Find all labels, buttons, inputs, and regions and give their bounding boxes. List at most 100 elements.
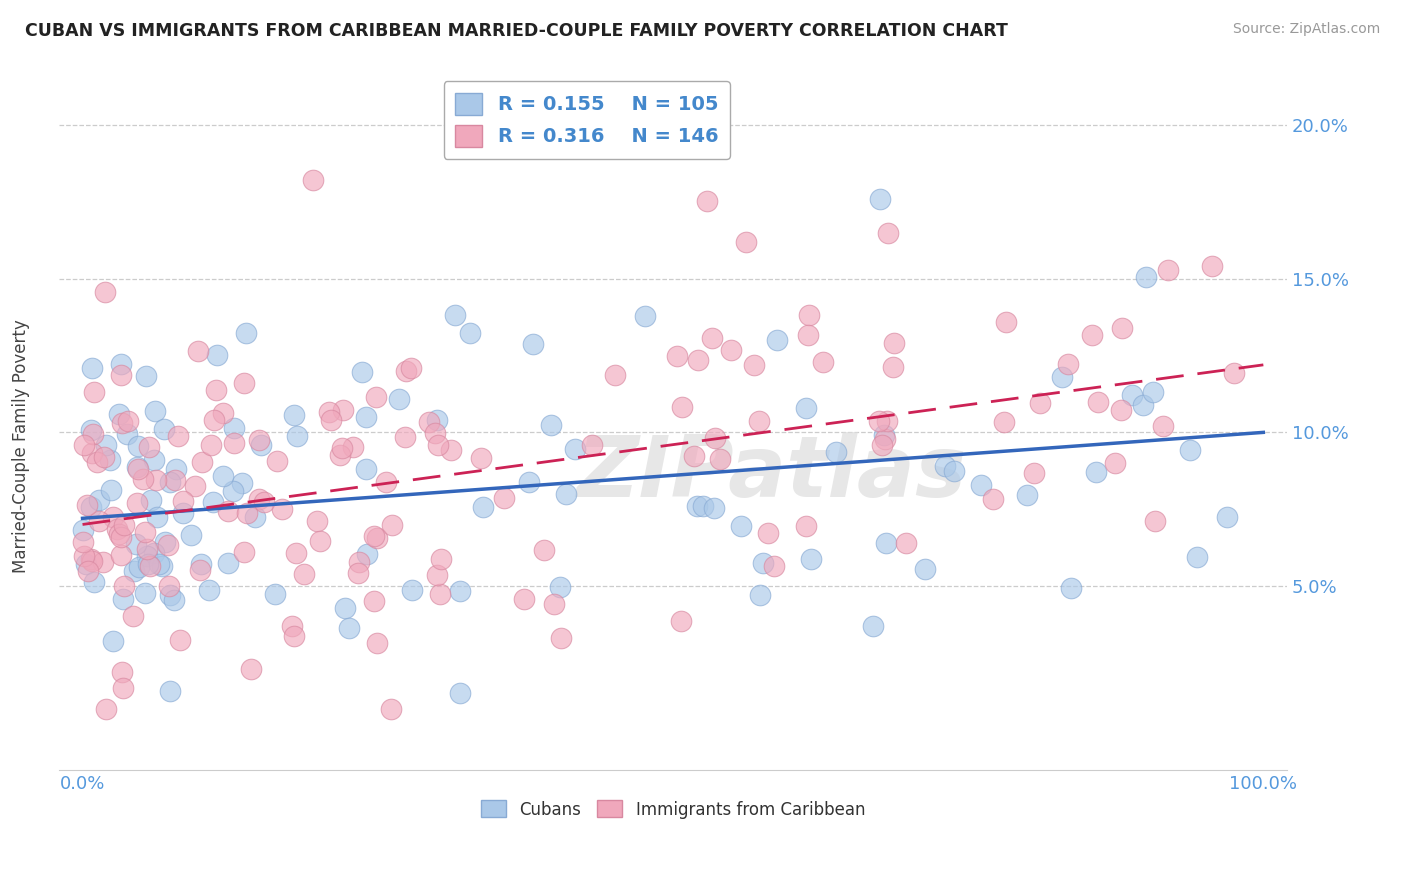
Point <box>1017 488 1039 502</box>
Point <box>426 412 449 426</box>
Point <box>332 402 354 417</box>
Point <box>115 426 138 441</box>
Point <box>522 337 544 351</box>
Point <box>100 483 122 497</box>
Point <box>401 582 423 597</box>
Point <box>204 383 226 397</box>
Point <box>730 519 752 533</box>
Point <box>366 531 388 545</box>
Point <box>111 416 134 430</box>
Point <box>914 562 936 576</box>
Point <box>1142 385 1164 400</box>
Point <box>112 518 135 533</box>
Point <box>470 450 492 465</box>
Point <box>1060 581 1083 595</box>
Point <box>540 418 562 433</box>
Point <box>363 594 385 608</box>
Point <box>555 487 578 501</box>
Point <box>449 583 471 598</box>
Point <box>139 493 162 508</box>
Point <box>302 173 325 187</box>
Point <box>981 491 1004 506</box>
Point <box>333 601 356 615</box>
Point <box>110 357 132 371</box>
Text: CUBAN VS IMMIGRANTS FROM CARIBBEAN MARRIED-COUPLE FAMILY POVERTY CORRELATION CHA: CUBAN VS IMMIGRANTS FROM CARIBBEAN MARRI… <box>25 22 1008 40</box>
Point <box>533 543 555 558</box>
Point <box>111 681 134 695</box>
Point <box>1111 321 1133 335</box>
Point <box>380 701 402 715</box>
Point <box>172 494 194 508</box>
Point <box>800 552 823 566</box>
Point <box>163 593 186 607</box>
Point <box>1178 442 1201 457</box>
Point <box>231 476 253 491</box>
Point <box>443 309 465 323</box>
Point <box>426 438 449 452</box>
Point <box>330 441 353 455</box>
Point <box>167 429 190 443</box>
Point <box>205 348 228 362</box>
Point <box>869 192 891 206</box>
Point <box>266 454 288 468</box>
Point <box>284 546 307 560</box>
Point <box>101 509 124 524</box>
Text: Source: ZipAtlas.com: Source: ZipAtlas.com <box>1233 22 1381 37</box>
Point <box>349 555 371 569</box>
Point <box>165 462 187 476</box>
Point <box>217 504 239 518</box>
Point <box>387 392 409 406</box>
Point <box>875 432 897 446</box>
Point <box>157 538 180 552</box>
Point <box>72 523 94 537</box>
Point <box>752 556 775 570</box>
Point <box>89 492 111 507</box>
Point <box>318 405 340 419</box>
Point <box>80 361 103 376</box>
Point <box>187 343 209 358</box>
Point <box>1216 510 1239 524</box>
Point <box>134 525 156 540</box>
Point <box>1144 514 1167 528</box>
Point <box>581 438 603 452</box>
Point <box>766 334 789 348</box>
Point <box>91 555 114 569</box>
Point <box>756 525 779 540</box>
Point <box>136 557 159 571</box>
Point <box>797 309 820 323</box>
Point <box>110 530 132 544</box>
Point <box>1050 370 1073 384</box>
Point <box>83 575 105 590</box>
Point <box>110 368 132 382</box>
Point <box>797 327 820 342</box>
Point <box>169 632 191 647</box>
Point <box>305 514 328 528</box>
Point <box>75 558 97 572</box>
Point <box>517 475 540 490</box>
Point <box>374 475 396 489</box>
Point <box>811 355 834 369</box>
Point <box>993 415 1015 429</box>
Point <box>202 412 225 426</box>
Point <box>287 429 309 443</box>
Point <box>471 500 494 515</box>
Point <box>796 519 818 533</box>
Point <box>1024 467 1046 481</box>
Point <box>669 614 692 628</box>
Point <box>292 567 315 582</box>
Point <box>703 431 725 445</box>
Point <box>73 549 96 564</box>
Point <box>127 459 149 474</box>
Point <box>347 566 370 581</box>
Point <box>76 498 98 512</box>
Point <box>221 484 243 499</box>
Point <box>882 359 904 374</box>
Point <box>217 556 239 570</box>
Legend: Cubans, Immigrants from Caribbean: Cubans, Immigrants from Caribbean <box>474 794 872 825</box>
Point <box>148 557 170 571</box>
Point <box>513 592 536 607</box>
Point <box>352 365 374 379</box>
Point <box>198 582 221 597</box>
Point <box>354 409 377 424</box>
Point <box>763 558 786 573</box>
